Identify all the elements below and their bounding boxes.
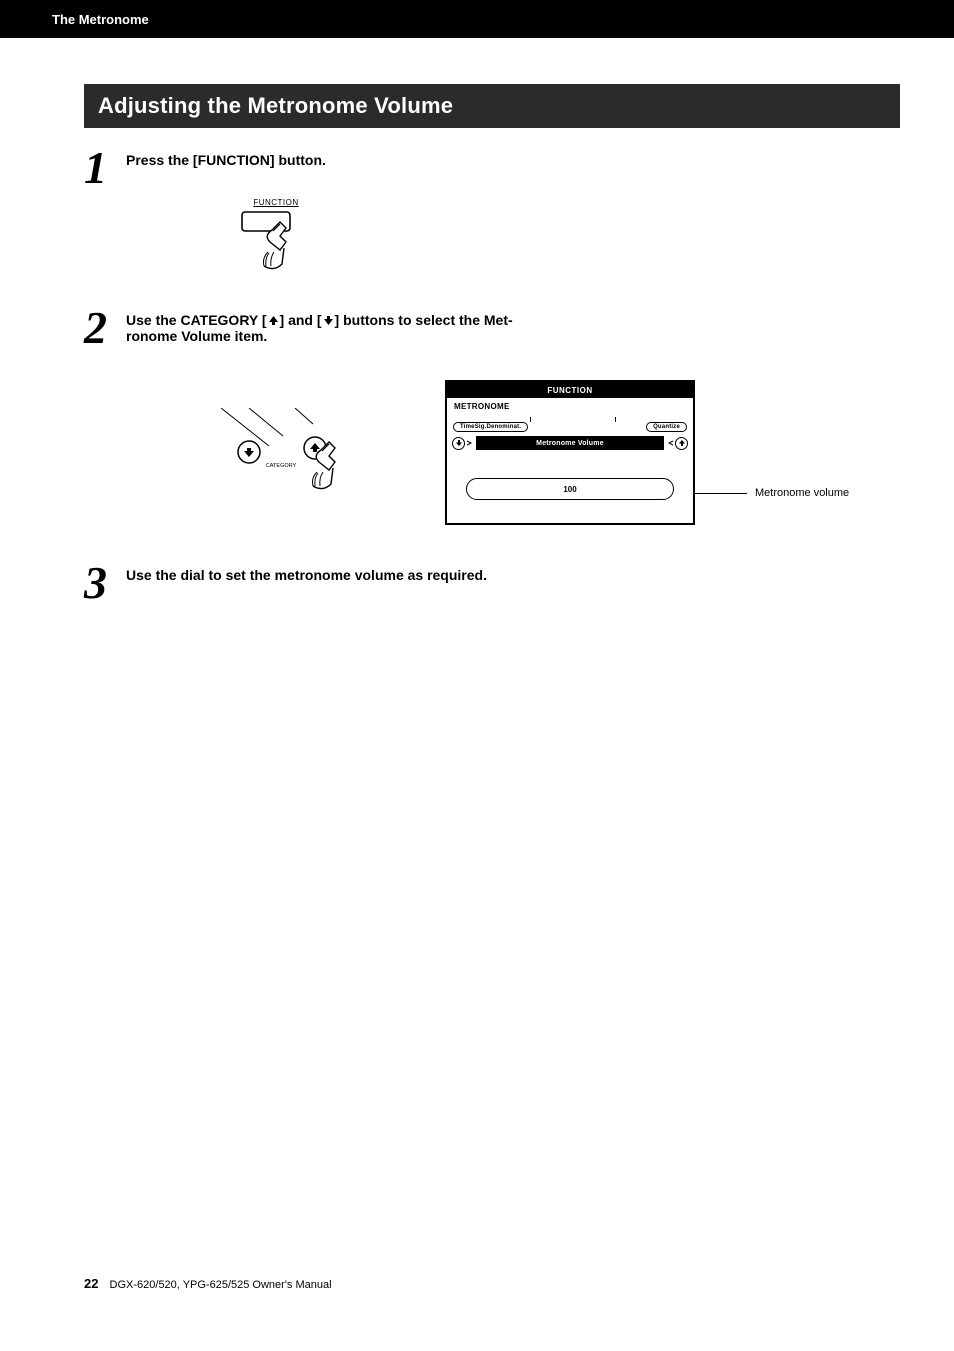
page-number: 22 [84, 1276, 98, 1291]
connector-icon [466, 440, 472, 446]
step-2-text: Use the CATEGORY [] and [] buttons to se… [126, 312, 900, 344]
category-label: CATEGORY [266, 463, 297, 469]
lcd-left-pill: TimeSig.Denominat. [453, 422, 528, 432]
callout-metronome-volume: Metronome volume [695, 487, 849, 499]
right-circle-arrow-icon [675, 437, 688, 450]
lcd-header: FUNCTION [447, 382, 693, 398]
step-body: Use the CATEGORY [] and [] buttons to se… [126, 308, 900, 525]
category-icon: CATEGORY [221, 408, 361, 498]
page-footer: 22 DGX-620/520, YPG-625/525 Owner's Manu… [84, 1276, 332, 1291]
footer-text: DGX-620/520, YPG-625/525 Owner's Manual [110, 1279, 332, 1291]
section-title: Adjusting the Metronome Volume [98, 93, 453, 118]
tick-mark [530, 417, 531, 422]
lcd-right-pill: Quantize [646, 422, 687, 432]
function-button-diagram: FUNCTION [236, 198, 316, 268]
tick-mark [615, 417, 616, 422]
down-arrow-icon [322, 314, 335, 327]
lcd-value-box: 100 [466, 478, 674, 500]
lcd-main-bar: Metronome Volume [476, 436, 664, 450]
step-1-text: Press the [FUNCTION] button. [126, 152, 900, 168]
step-body: Use the dial to set the metronome volume… [126, 563, 900, 583]
callout-label: Metronome volume [755, 487, 849, 499]
lcd-pill-row: TimeSig.Denominat. Quantize [453, 422, 687, 432]
step-1-illustration: FUNCTION [126, 198, 900, 268]
chapter-header: The Metronome [0, 0, 954, 38]
lcd-main-row: Metronome Volume [452, 436, 688, 450]
section-title-bar: Adjusting the Metronome Volume [84, 84, 900, 128]
lcd-value: 100 [563, 485, 576, 494]
lcd-body: METRONOME TimeSig.Denominat. Quantize [447, 398, 693, 504]
step-3-text: Use the dial to set the metronome volume… [126, 567, 900, 583]
chapter-title: The Metronome [52, 12, 149, 27]
lcd-display: FUNCTION METRONOME TimeSig.Denominat. Qu… [445, 380, 695, 525]
lcd-category: METRONOME [454, 402, 688, 411]
callout-line [695, 493, 747, 494]
step-2: 2 Use the CATEGORY [] and [] buttons to … [84, 308, 900, 525]
step-2-illustration: CATEGORY FUNCTION METRONOME [126, 380, 900, 525]
function-button-icon [236, 210, 316, 272]
step-number: 2 [84, 308, 126, 347]
function-label: FUNCTION [236, 198, 316, 207]
step-1: 1 Press the [FUNCTION] button. FUNCTION [84, 148, 900, 268]
step-number: 3 [84, 563, 126, 602]
left-circle-arrow-icon [452, 437, 465, 450]
step-body: Press the [FUNCTION] button. FUNCTION [126, 148, 900, 268]
step-number: 1 [84, 148, 126, 187]
category-buttons-diagram: CATEGORY [221, 408, 361, 498]
up-arrow-icon [267, 314, 280, 327]
step-3: 3 Use the dial to set the metronome volu… [84, 563, 900, 602]
connector-icon [668, 440, 674, 446]
page-content: Adjusting the Metronome Volume 1 Press t… [0, 38, 954, 602]
